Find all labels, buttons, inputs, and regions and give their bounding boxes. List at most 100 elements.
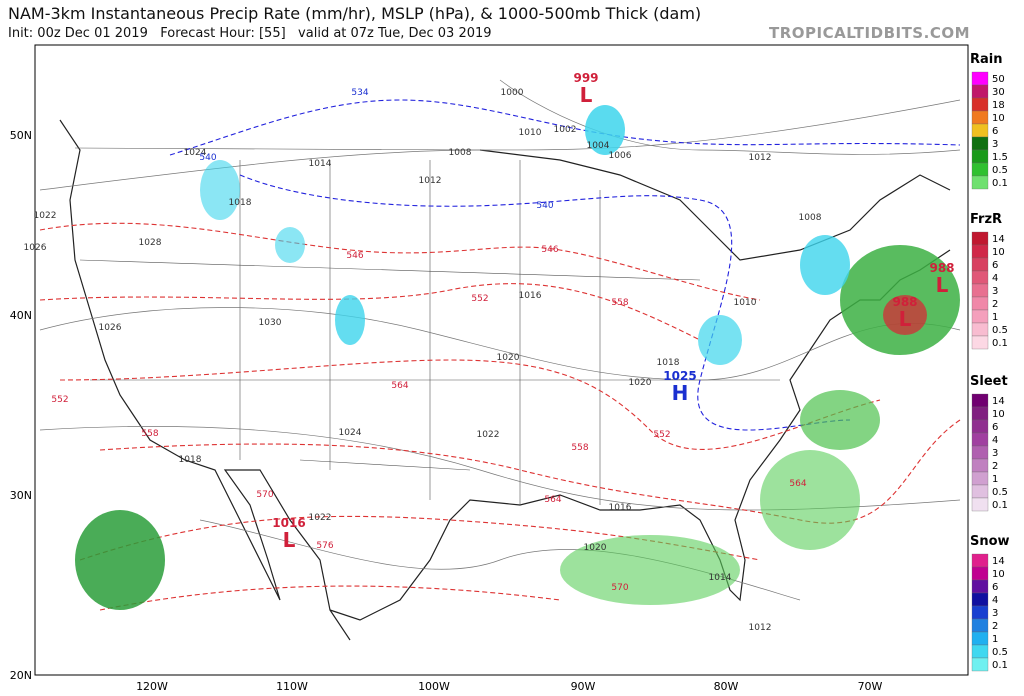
borders [74,147,780,505]
isobar-label: 1028 [139,238,162,248]
pressure-symbol: L [936,273,949,297]
isobar-label: 1020 [629,378,652,388]
legend-swatch [971,406,989,421]
isobar-label: 1002 [554,125,577,135]
isobar-label: 1018 [657,358,680,368]
thickness-label: 552 [653,430,670,440]
legend-swatch [971,432,989,447]
legend-level: 14 [992,396,1005,407]
legend-swatch [971,84,989,99]
legend-level: 3 [992,448,998,459]
isobar-label: 1020 [584,543,607,553]
legend-level: 6 [992,126,998,137]
legend-swatch [971,657,989,672]
legend-level: 0.1 [992,338,1008,349]
thickness-label: 546 [346,251,363,261]
isobar-label: 1022 [477,430,500,440]
isobar-label: 1022 [309,513,332,523]
longitude-label: 100W [418,680,450,693]
latitude-label: 30N [10,489,32,502]
subtitle: Init: 00z Dec 01 2019 Forecast Hour: [55… [8,26,492,41]
legend-swatch [971,553,989,568]
legend-level: 10 [992,113,1005,124]
legend-level: 50 [992,74,1005,85]
legend-title: Rain [970,52,1003,67]
legend-level: 6 [992,582,998,593]
legend-level: 6 [992,422,998,433]
isobar-label: 1022 [34,211,57,221]
isobar-label: 1000 [501,88,524,98]
legend-level: 10 [992,247,1005,258]
longitude-label: 70W [858,680,883,693]
thickness-label: 558 [611,298,628,308]
isobar-label: 1024 [184,148,207,158]
legend-swatch [971,71,989,86]
pressure-value: 988 [892,295,917,309]
pressure-value: 1016 [272,516,305,530]
precip [75,105,960,610]
legend-level: 0.1 [992,660,1008,671]
legend-swatch [971,123,989,138]
pressure-symbol: H [672,381,689,405]
legend-swatch [971,497,989,512]
isobar-label: 1020 [497,353,520,363]
isobar-label: 1018 [229,198,252,208]
legend-level: 0.1 [992,178,1008,189]
legend-swatch [971,231,989,246]
latitude-label: 20N [10,669,32,682]
isobar-label: 1012 [749,153,772,163]
longitude-label: 110W [276,680,308,693]
latitude-label: 50N [10,129,32,142]
legend-swatch [971,579,989,594]
isobar-label: 1012 [749,623,772,633]
isobar-label: 1014 [709,573,732,583]
legend-level: 3 [992,608,998,619]
legend-level: 1 [992,474,998,485]
legend-swatch [971,419,989,434]
legend-level: 4 [992,435,998,446]
latitude-label: 40N [10,309,32,322]
legend-level: 4 [992,273,998,284]
isobar-label: 1026 [99,323,122,333]
thickness-label: 540 [536,201,553,211]
isobar-label: 1016 [609,503,632,513]
legend-level: 10 [992,409,1005,420]
isobar-label: 1012 [419,176,442,186]
isobar-label: 1030 [259,318,282,328]
longitude-label: 90W [571,680,596,693]
legend-level: 14 [992,556,1005,567]
legend-title: Sleet [970,374,1008,389]
legend-swatch [971,110,989,125]
legend-level: 10 [992,569,1005,580]
isobar-label: 1010 [519,128,542,138]
thickness-label: 564 [391,381,408,391]
legend-swatch [971,322,989,337]
longitude-label: 80W [714,680,739,693]
legend-level: 6 [992,260,998,271]
legend-level: 3 [992,139,998,150]
thickness-label: 570 [611,583,628,593]
legend-title: Snow [970,534,1010,549]
legend-swatch [971,445,989,460]
legend-swatch [971,644,989,659]
isobar-label: 1016 [519,291,542,301]
legend-level: 0.5 [992,647,1008,658]
thickness-label: 558 [571,443,588,453]
thickness-label: 540 [199,153,216,163]
isobar-label: 1004 [587,141,610,151]
thickness-label: 534 [351,88,368,98]
legend-level: 18 [992,100,1005,111]
legend-level: 0.1 [992,500,1008,511]
isobar-label: 1008 [799,213,822,223]
legend-swatch [971,309,989,324]
legend-level: 14 [992,234,1005,245]
legend-swatch [971,566,989,581]
legend-swatch [971,592,989,607]
pressure-value: 988 [929,261,954,275]
isobar-label: 1026 [24,243,47,253]
isobar-label: 1010 [734,298,757,308]
thickness-label: 570 [256,490,273,500]
legend-swatch [971,296,989,311]
legend-level: 4 [992,595,998,606]
